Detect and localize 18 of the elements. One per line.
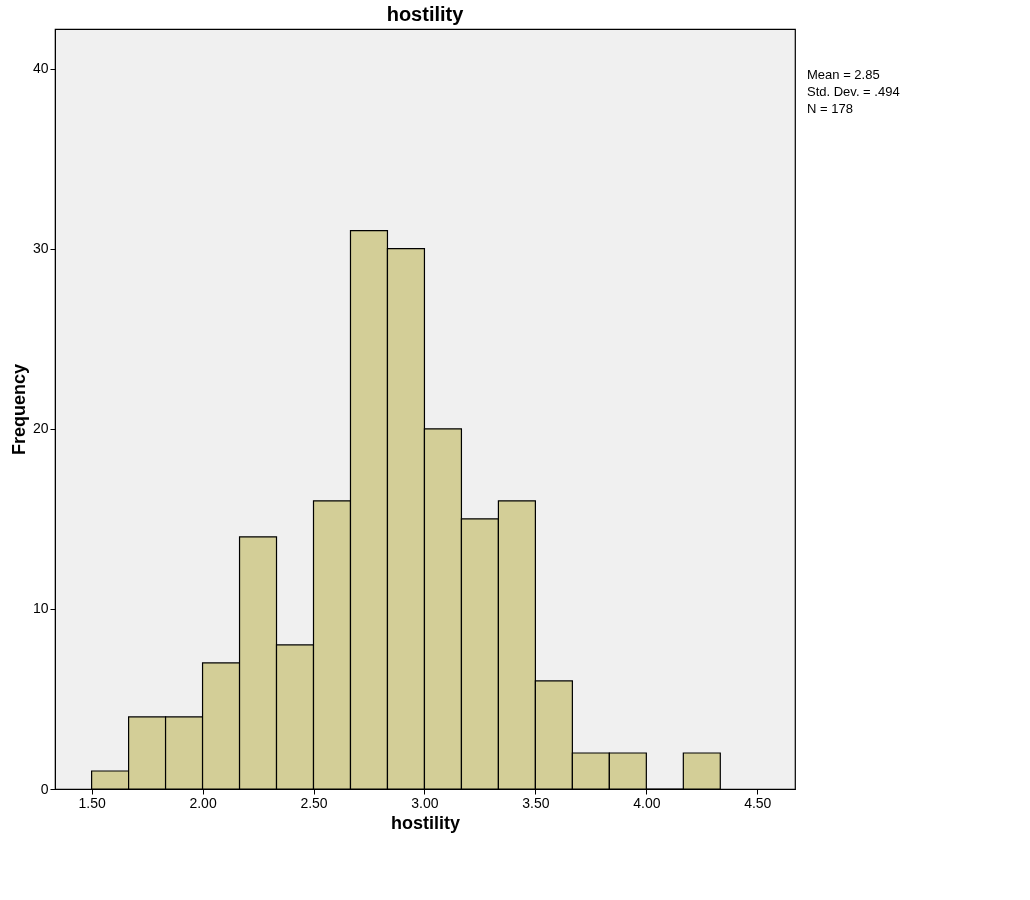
y-tick-label: 20 <box>32 420 49 437</box>
y-tick-label: 10 <box>32 600 49 617</box>
text: Mean = 2.85 <box>807 67 880 82</box>
y-axis-title: Frequency <box>8 363 29 456</box>
chart-title: hostility <box>386 3 465 25</box>
text: N = 178 <box>807 101 853 116</box>
x-tick-label: 4.00 <box>633 794 661 811</box>
y-tick-label: 0 <box>40 780 49 797</box>
y-tick-label: 40 <box>32 60 49 77</box>
x-tick-label: 3.00 <box>411 794 439 811</box>
x-axis-title: hostility <box>390 812 461 833</box>
x-tick-label: 2.00 <box>189 794 217 811</box>
x-tick-label: 3.50 <box>522 794 550 811</box>
x-tick-label: 1.50 <box>78 794 106 811</box>
x-tick-label: 4.50 <box>744 794 772 811</box>
x-tick-label: 2.50 <box>300 794 328 811</box>
text: Std. Dev. = .494 <box>807 84 900 99</box>
y-tick-label: 30 <box>32 240 49 257</box>
